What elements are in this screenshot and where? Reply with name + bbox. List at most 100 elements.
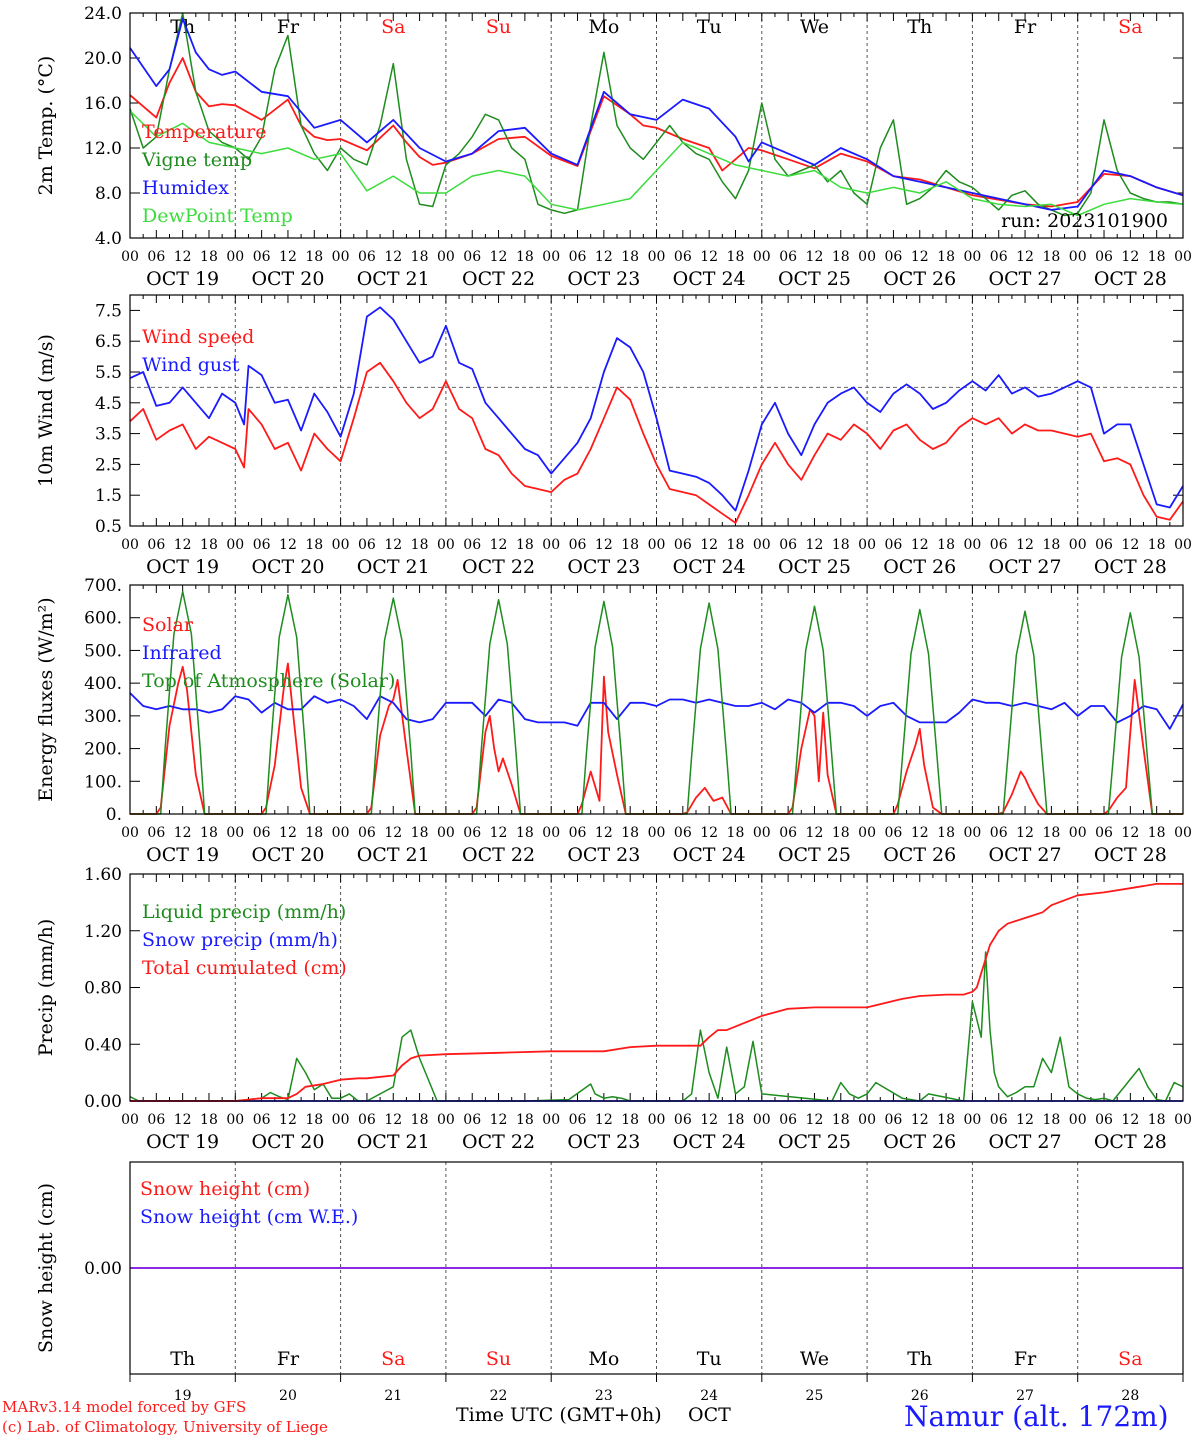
x-hour-label: 12 (595, 249, 613, 265)
y-tick-label: 1.5 (95, 486, 122, 506)
y-tick-label: 0.80 (84, 979, 122, 999)
x-hour-label: 18 (411, 249, 429, 265)
legend-entry: Humidex (142, 177, 229, 199)
x-hour-label: 06 (358, 249, 376, 265)
x-hour-label: 00 (1174, 537, 1192, 553)
series-line-3-2 (130, 883, 1183, 1102)
series-line-2-1 (129, 692, 1184, 730)
x-hour-label: 06 (1095, 537, 1113, 553)
x-hour-label: 06 (147, 537, 165, 553)
panel-frame (129, 294, 1184, 527)
x-date-label: OCT 25 (778, 1131, 851, 1153)
x-date-label: OCT 22 (462, 268, 535, 290)
x-hour-label: 12 (279, 537, 297, 553)
x-hour-label: 06 (779, 537, 797, 553)
x-hour-label: 06 (779, 249, 797, 265)
day-name-label: Su (486, 1348, 511, 1370)
x-hour-label: 18 (1042, 537, 1060, 553)
y-tick-label: 300. (84, 707, 122, 727)
x-hour-label: 06 (779, 825, 797, 841)
x-date-label: OCT 27 (989, 1131, 1062, 1153)
legend-entry: Wind speed (142, 326, 254, 348)
y-tick-label: 200. (84, 740, 122, 760)
x-day-number: 28 (1121, 1388, 1139, 1404)
x-hour-label: 00 (437, 825, 455, 841)
x-date-label: OCT 28 (1094, 1131, 1167, 1153)
y-tick-label: 16.0 (84, 94, 122, 114)
x-hour-label: 18 (1148, 825, 1166, 841)
panel-frame (129, 584, 1184, 815)
x-hour-label: 00 (332, 537, 350, 553)
x-date-label: OCT 19 (146, 556, 219, 578)
x-hour-label: 06 (569, 1112, 587, 1128)
x-hour-label: 18 (727, 1112, 745, 1128)
x-hour-label: 18 (937, 537, 955, 553)
day-name-label: Mo (588, 1348, 619, 1370)
x-hour-label: 00 (963, 249, 981, 265)
legend-entry: Infrared (142, 642, 222, 664)
x-date-label: OCT 24 (673, 1131, 746, 1153)
x-date-label: OCT 24 (673, 268, 746, 290)
x-hour-label: 00 (332, 1112, 350, 1128)
y-tick-label: 0.5 (95, 517, 122, 537)
x-axis-title: Time UTC (GMT+0h) (456, 1404, 662, 1426)
x-date-label: OCT 20 (251, 1131, 324, 1153)
day-name-label: We (800, 16, 829, 38)
x-hour-label: 00 (1174, 825, 1192, 841)
y-tick-label: 0.40 (84, 1035, 122, 1055)
panel-frame (129, 12, 1184, 239)
x-hour-label: 00 (858, 1112, 876, 1128)
copyright-credit: (c) Lab. of Climatology, University of L… (2, 1418, 328, 1436)
x-date-label: OCT 25 (778, 844, 851, 866)
x-date-label: OCT 20 (251, 556, 324, 578)
x-hour-label: 12 (595, 1112, 613, 1128)
panel-frame (129, 873, 1184, 1102)
x-hour-label: 00 (437, 537, 455, 553)
legend-entry: Wind gust (142, 354, 240, 376)
x-day-number: 19 (174, 1388, 192, 1404)
y-axis-title: Energy fluxes (W/m²) (35, 597, 57, 801)
x-hour-label: 18 (516, 825, 534, 841)
x-hour-label: 18 (1042, 825, 1060, 841)
day-name-label: Th (907, 1348, 932, 1370)
x-hour-label: 12 (174, 1112, 192, 1128)
y-tick-label: 700. (84, 576, 122, 596)
x-hour-label: 12 (1121, 825, 1139, 841)
day-name-label: Sa (381, 16, 405, 38)
station-label: Namur (alt. 172m) (904, 1400, 1169, 1433)
y-tick-label: 7.5 (95, 301, 122, 321)
x-hour-label: 06 (990, 537, 1008, 553)
x-date-label: OCT 25 (778, 556, 851, 578)
x-hour-label: 06 (147, 249, 165, 265)
x-hour-label: 06 (569, 825, 587, 841)
y-axis-title: 2m Temp. (°C) (35, 56, 57, 196)
x-date-label: OCT 28 (1094, 556, 1167, 578)
x-hour-label: 12 (490, 825, 508, 841)
series-line-0-2 (129, 17, 1184, 211)
day-name-label: Su (486, 16, 511, 38)
day-name-label: Fr (277, 1348, 300, 1370)
x-hour-label: 00 (542, 249, 560, 265)
x-day-number: 26 (911, 1388, 929, 1404)
x-hour-label: 00 (1174, 1112, 1192, 1128)
x-hour-label: 00 (753, 1112, 771, 1128)
y-tick-label: 6.5 (95, 332, 122, 352)
x-hour-label: 06 (358, 1112, 376, 1128)
x-date-label: OCT 21 (357, 268, 430, 290)
x-day-number: 21 (384, 1388, 402, 1404)
x-hour-label: 00 (226, 249, 244, 265)
x-date-label: OCT 22 (462, 1131, 535, 1153)
x-hour-label: 00 (332, 249, 350, 265)
y-tick-label: 5.5 (95, 363, 122, 383)
x-hour-label: 12 (1121, 537, 1139, 553)
x-date-label: OCT 28 (1094, 268, 1167, 290)
x-hour-label: 18 (832, 537, 850, 553)
y-tick-label: 600. (84, 609, 122, 629)
x-date-label: OCT 27 (989, 844, 1062, 866)
x-hour-label: 00 (753, 537, 771, 553)
x-date-label: OCT 19 (146, 268, 219, 290)
day-name-label: Tu (697, 1348, 722, 1370)
legend-entry: Solar (142, 614, 194, 636)
x-hour-label: 00 (437, 249, 455, 265)
x-hour-label: 06 (463, 537, 481, 553)
